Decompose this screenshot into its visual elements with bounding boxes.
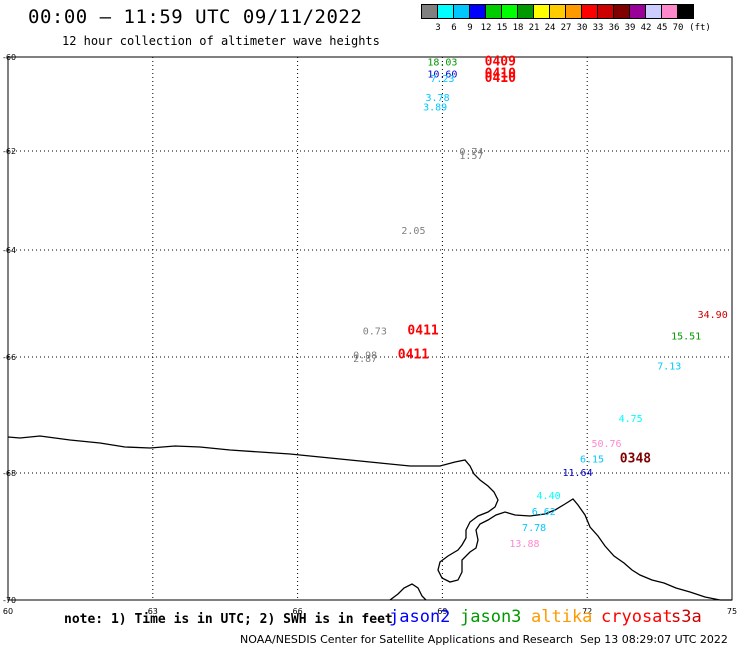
observation-time-label: 0411	[407, 323, 438, 338]
wave-height-label: 7.13	[657, 362, 681, 373]
lon-tick-label: 72	[582, 607, 592, 616]
legend-label: 21	[528, 23, 540, 33]
lat-tick-label: -70	[3, 596, 16, 605]
lon-tick-label: 60	[3, 607, 13, 616]
lon-tick-label: 75	[727, 607, 737, 616]
footer-timestamp: Sep 13 08:29:07 UTC 2022	[580, 633, 728, 646]
legend-label: 30	[576, 23, 588, 33]
lat-tick-label: -68	[3, 469, 16, 478]
satellite-label: s3a	[671, 607, 702, 627]
wave-height-label: 15.51	[671, 332, 701, 343]
wave-height-label: 18.03	[427, 58, 457, 69]
wave-height-label: 7.78	[522, 523, 546, 534]
footer-credit: NOAA/NESDIS Center for Satellite Applica…	[240, 633, 574, 646]
legend-label: 12	[480, 23, 492, 33]
wave-height-label: 34.90	[698, 310, 728, 321]
wave-height-label: 3.89	[423, 102, 447, 113]
map-frame	[7, 56, 733, 601]
page-subtitle: 12 hour collection of altimeter wave hei…	[62, 34, 380, 48]
legend-label: 3	[435, 23, 441, 33]
observation-time-label: 0348	[620, 452, 651, 467]
wave-height-label: 0.98	[353, 350, 377, 361]
wave-height-label: 4.40	[537, 491, 561, 502]
legend-label: 15	[496, 23, 508, 33]
wave-height-label: 0.74	[459, 147, 483, 158]
observation-time-label: 0409	[485, 55, 516, 70]
wave-height-label: 10.60	[427, 69, 457, 80]
coastline-island	[389, 583, 427, 601]
wave-height-label: 3.78	[426, 93, 450, 104]
wave-height-label: 7.23	[430, 74, 454, 85]
legend-label: 36	[608, 23, 620, 33]
lon-tick-label: 66	[293, 607, 303, 616]
coastline	[7, 435, 732, 601]
wave-height-label: 1.57	[459, 151, 483, 162]
wave-height-label: 11.64	[562, 468, 592, 479]
wave-height-label: 2.87	[353, 354, 377, 365]
legend-label: 9	[467, 23, 473, 33]
observation-time-label: 0410	[485, 66, 516, 81]
lon-tick-label: 69	[437, 607, 447, 616]
legend-label: 70	[672, 23, 684, 33]
wave-height-label: 4.75	[619, 414, 643, 425]
observation-time-label: 0411	[398, 347, 429, 362]
legend-label: 6	[451, 23, 457, 33]
legend-swatch	[677, 4, 694, 19]
lon-tick-label: 63	[148, 607, 158, 616]
legend-label: 18	[512, 23, 524, 33]
satellite-label: altika	[531, 607, 593, 627]
wave-height-label: 6.15	[580, 455, 604, 466]
legend-label: 42	[640, 23, 652, 33]
page-title: 00:00 — 11:59 UTC 09/11/2022	[28, 6, 363, 28]
color-legend	[421, 4, 694, 19]
lat-tick-label: -62	[3, 147, 16, 156]
wave-height-label: 2.05	[401, 226, 425, 237]
wave-height-label: 0.73	[363, 326, 387, 337]
wave-height-label: 6.62	[532, 507, 556, 518]
observation-time-label: 0410	[485, 71, 516, 86]
wave-height-label: 13.88	[509, 539, 539, 550]
satellite-label: jason2	[389, 607, 451, 627]
lat-tick-label: -66	[3, 353, 16, 362]
legend-label: 24	[544, 23, 556, 33]
lat-tick-label: -60	[3, 53, 16, 62]
legend-label: 45	[656, 23, 668, 33]
lat-tick-label: -64	[3, 246, 16, 255]
legend-label: 39	[624, 23, 636, 33]
legend-label: (ft)	[689, 23, 711, 33]
satellite-label: cryosat	[601, 607, 673, 627]
legend-label: 27	[560, 23, 572, 33]
wave-height-label: 50.76	[591, 439, 621, 450]
legend-label: 33	[592, 23, 604, 33]
units-note: note: 1) Time is in UTC; 2) SWH is in fe…	[64, 612, 393, 627]
satellite-label: jason3	[460, 607, 522, 627]
